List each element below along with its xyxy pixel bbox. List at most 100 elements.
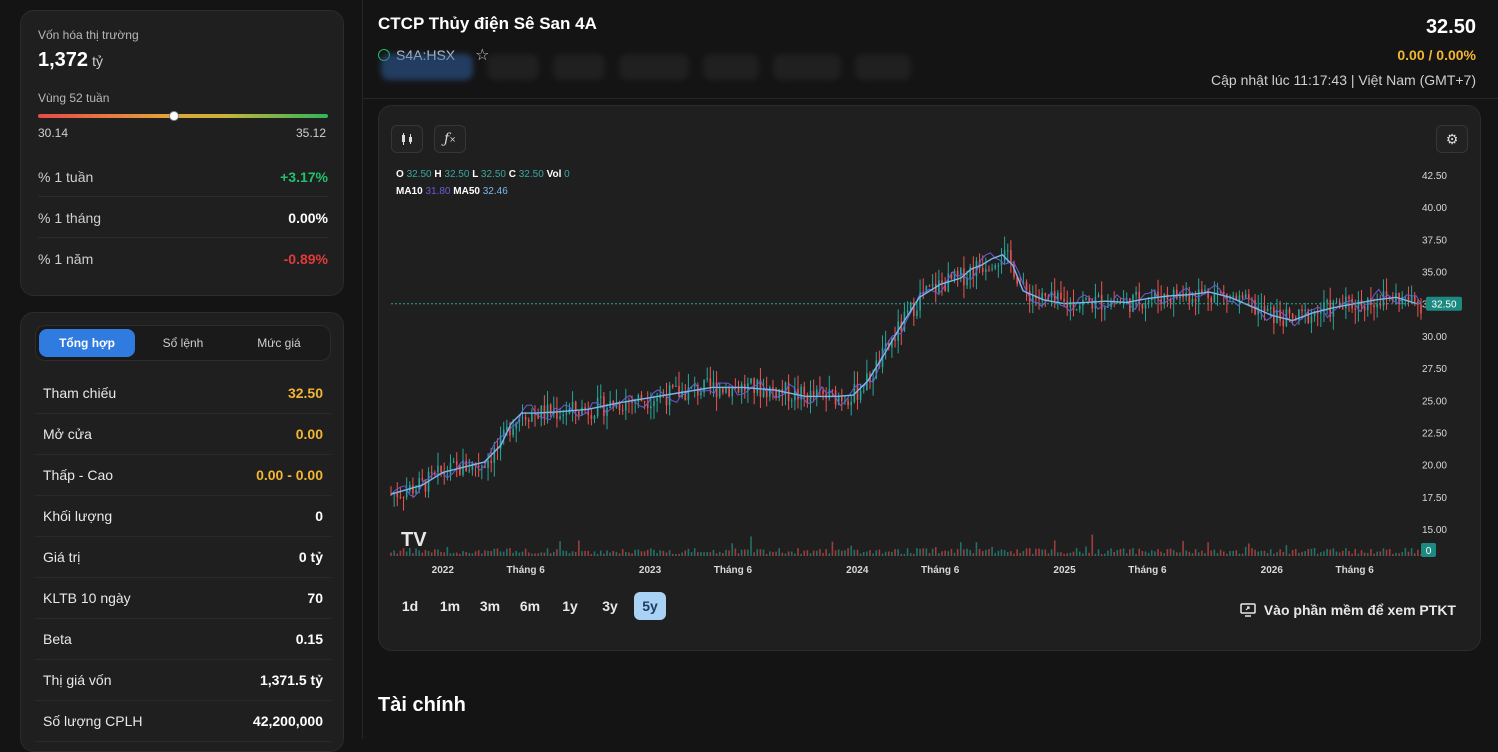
volume-bar [493, 548, 496, 556]
volume-bar [991, 546, 993, 556]
volume-bar [1207, 542, 1209, 556]
volume-bar [515, 550, 518, 556]
candle-body [1310, 316, 1313, 323]
candle-body [1075, 309, 1078, 311]
volume-bar [1323, 551, 1325, 556]
candle-body [1301, 309, 1303, 312]
volume-bar [1116, 549, 1119, 556]
candle-body [1006, 250, 1009, 252]
y-tick-label: 30.00 [1422, 332, 1447, 343]
candle-body [894, 338, 896, 341]
volume-bar [1316, 553, 1319, 556]
candle-body [1341, 307, 1344, 309]
period-button[interactable]: 1y [562, 598, 578, 614]
candlestick-icon[interactable] [391, 125, 423, 153]
summary-tab[interactable]: Sổ lệnh [162, 336, 204, 350]
sidebar: Vốn hóa thị trường 1,372 tỷ Vùng 52 tuần … [0, 0, 362, 752]
candle-body [1157, 291, 1159, 300]
candle-body [931, 283, 934, 286]
candle-body [988, 269, 990, 271]
period-button[interactable]: 6m [519, 598, 541, 614]
period-button[interactable]: 1m [439, 598, 461, 614]
volume-bar [856, 549, 859, 556]
period-button[interactable]: 5y [634, 592, 666, 620]
price-chart[interactable]: 42.50 40.00 37.50 35.00 32.50 30.00 27.50 25.00… [379, 106, 1482, 652]
candle-body [502, 429, 505, 436]
volume-bar [1063, 553, 1065, 556]
volume-bar [1201, 550, 1203, 556]
candle-body [1150, 298, 1153, 301]
volume-bar [459, 553, 461, 556]
volume-bar [443, 552, 446, 556]
volume-bar [559, 541, 561, 556]
candle-body [537, 414, 539, 419]
tradingview-logo: TV [401, 529, 427, 551]
volume-bar [656, 552, 658, 556]
open-ta-software-label: Vào phần mềm để xem PTKT [1263, 602, 1456, 618]
candle-body [884, 343, 887, 348]
settings-gear-icon[interactable]: ⚙ [1436, 125, 1468, 153]
volume-bar [465, 551, 467, 556]
summary-tab[interactable]: Mức giá [257, 336, 301, 350]
volume-bar [862, 552, 865, 556]
candle-body [1144, 303, 1147, 309]
candle-body [640, 394, 643, 402]
volume-bar [396, 553, 399, 556]
candle-body [1357, 299, 1360, 310]
volume-bar [1016, 549, 1018, 556]
volume-bar [1000, 549, 1003, 556]
volume-bar [543, 552, 546, 556]
volume-bar [1113, 551, 1115, 556]
period-button[interactable]: 1d [401, 598, 419, 614]
candle-body [1041, 292, 1043, 299]
open-ta-software-link[interactable]: Vào phần mềm để xem PTKT [1240, 602, 1456, 618]
last-volume-tag [1421, 543, 1436, 557]
volume-bar [884, 551, 887, 556]
volume-bar [534, 553, 536, 556]
volume-bar [1154, 551, 1156, 556]
volume-bar [797, 548, 799, 556]
candle-body [775, 388, 777, 399]
volume-bar [1072, 551, 1075, 556]
indicator-fx-icon[interactable]: ƒ × [434, 125, 466, 153]
volume-bar [1288, 553, 1291, 556]
candle-body [731, 387, 734, 397]
volume-bar [1329, 549, 1332, 556]
volume-bar [1194, 549, 1197, 556]
candle-body [621, 410, 624, 412]
candle-body [1031, 295, 1034, 302]
volume-bar [1338, 552, 1341, 556]
volume-bar [490, 551, 492, 556]
candle-body [527, 419, 530, 422]
summary-tab[interactable]: Tổng hợp [39, 329, 135, 357]
y-tick-label: 37.50 [1422, 235, 1447, 246]
volume-bar [718, 551, 721, 556]
volume-bar [1010, 551, 1012, 556]
candle-body [712, 382, 715, 387]
volume-bar [712, 549, 715, 556]
period-button[interactable]: 3y [602, 598, 618, 614]
candle-body [1025, 282, 1028, 291]
period-button[interactable]: 3m [479, 598, 501, 614]
volume-bar [1254, 549, 1256, 556]
candle-body [856, 384, 859, 400]
candle-body [643, 401, 646, 403]
volume-bar [1135, 553, 1137, 556]
candle-body [822, 390, 824, 394]
star-icon[interactable]: ☆ [475, 47, 490, 64]
candle-body [765, 388, 768, 397]
candle-body [862, 390, 865, 392]
candle-body [1254, 299, 1256, 315]
volume-bar [747, 549, 749, 556]
candle-body [1354, 308, 1357, 310]
volume-bar [1097, 549, 1100, 556]
volume-bar [574, 551, 577, 556]
ohlc-legend: O 32.50 H 32.50 L 32.50 C 32.50 Vol 0 MA… [396, 169, 570, 197]
candle-body [430, 471, 433, 473]
volume-bar [487, 550, 489, 556]
volume-bar [1304, 551, 1306, 556]
candle-body [928, 285, 931, 287]
volume-bar [593, 551, 596, 556]
candle-body [1197, 289, 1200, 302]
volume-bar [671, 553, 674, 556]
